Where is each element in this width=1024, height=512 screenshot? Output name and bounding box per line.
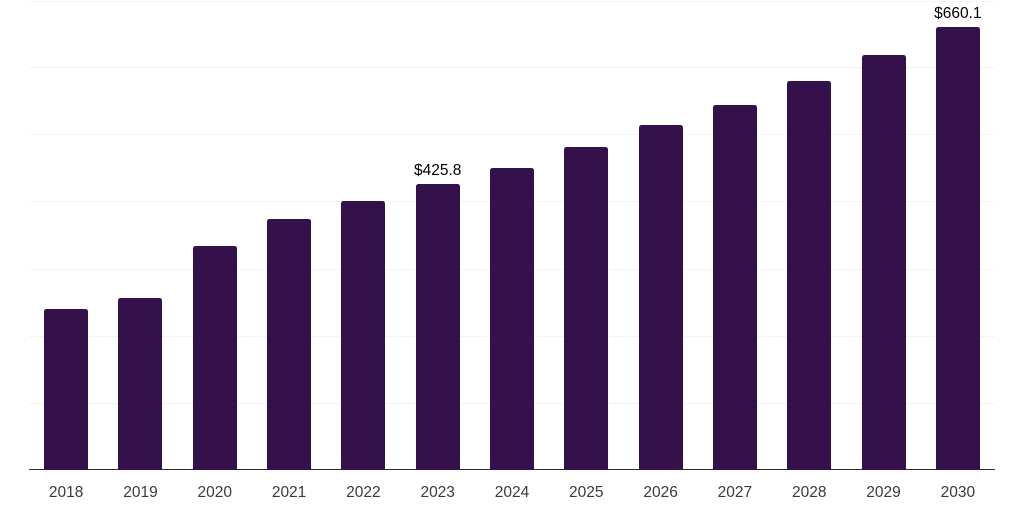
bar-2019: [118, 298, 163, 470]
bar-2027: [712, 104, 757, 470]
x-axis-label-2028: 2028: [791, 484, 827, 501]
x-axis-label-2018: 2018: [48, 484, 84, 501]
x-axis-label-2025: 2025: [569, 484, 604, 501]
bar-2026: [638, 124, 683, 470]
x-axis-label-2030: 2030: [940, 484, 976, 501]
x-axis-label-2026: 2026: [643, 484, 678, 501]
gridline-600: [29, 67, 995, 69]
value-label-2030: $660.1: [934, 4, 982, 22]
x-axis-label-2022: 2022: [346, 484, 381, 501]
bar-2029: [861, 54, 906, 470]
bar-2020: [192, 245, 237, 470]
bar-2022: [341, 201, 386, 470]
gridline-700: [29, 1, 995, 2]
bar-2028: [787, 80, 832, 470]
x-axis-label-2021: 2021: [271, 484, 307, 501]
bar-2023: [415, 184, 460, 470]
x-axis-label-2020: 2020: [197, 484, 233, 501]
bar-2018: [44, 309, 89, 470]
x-axis-label-2029: 2029: [866, 484, 901, 501]
gridline-500: [29, 134, 995, 136]
value-label-2023: $425.8: [413, 162, 462, 180]
x-axis-label-2024: 2024: [494, 484, 530, 501]
bar-2024: [490, 167, 534, 470]
bar-2021: [267, 219, 312, 470]
x-axis-label-2019: 2019: [123, 484, 158, 501]
x-axis-label-2023: 2023: [420, 484, 455, 501]
bar-2030: [935, 26, 980, 470]
x-axis-label-2027: 2027: [717, 484, 753, 501]
bar-2025: [564, 146, 609, 470]
